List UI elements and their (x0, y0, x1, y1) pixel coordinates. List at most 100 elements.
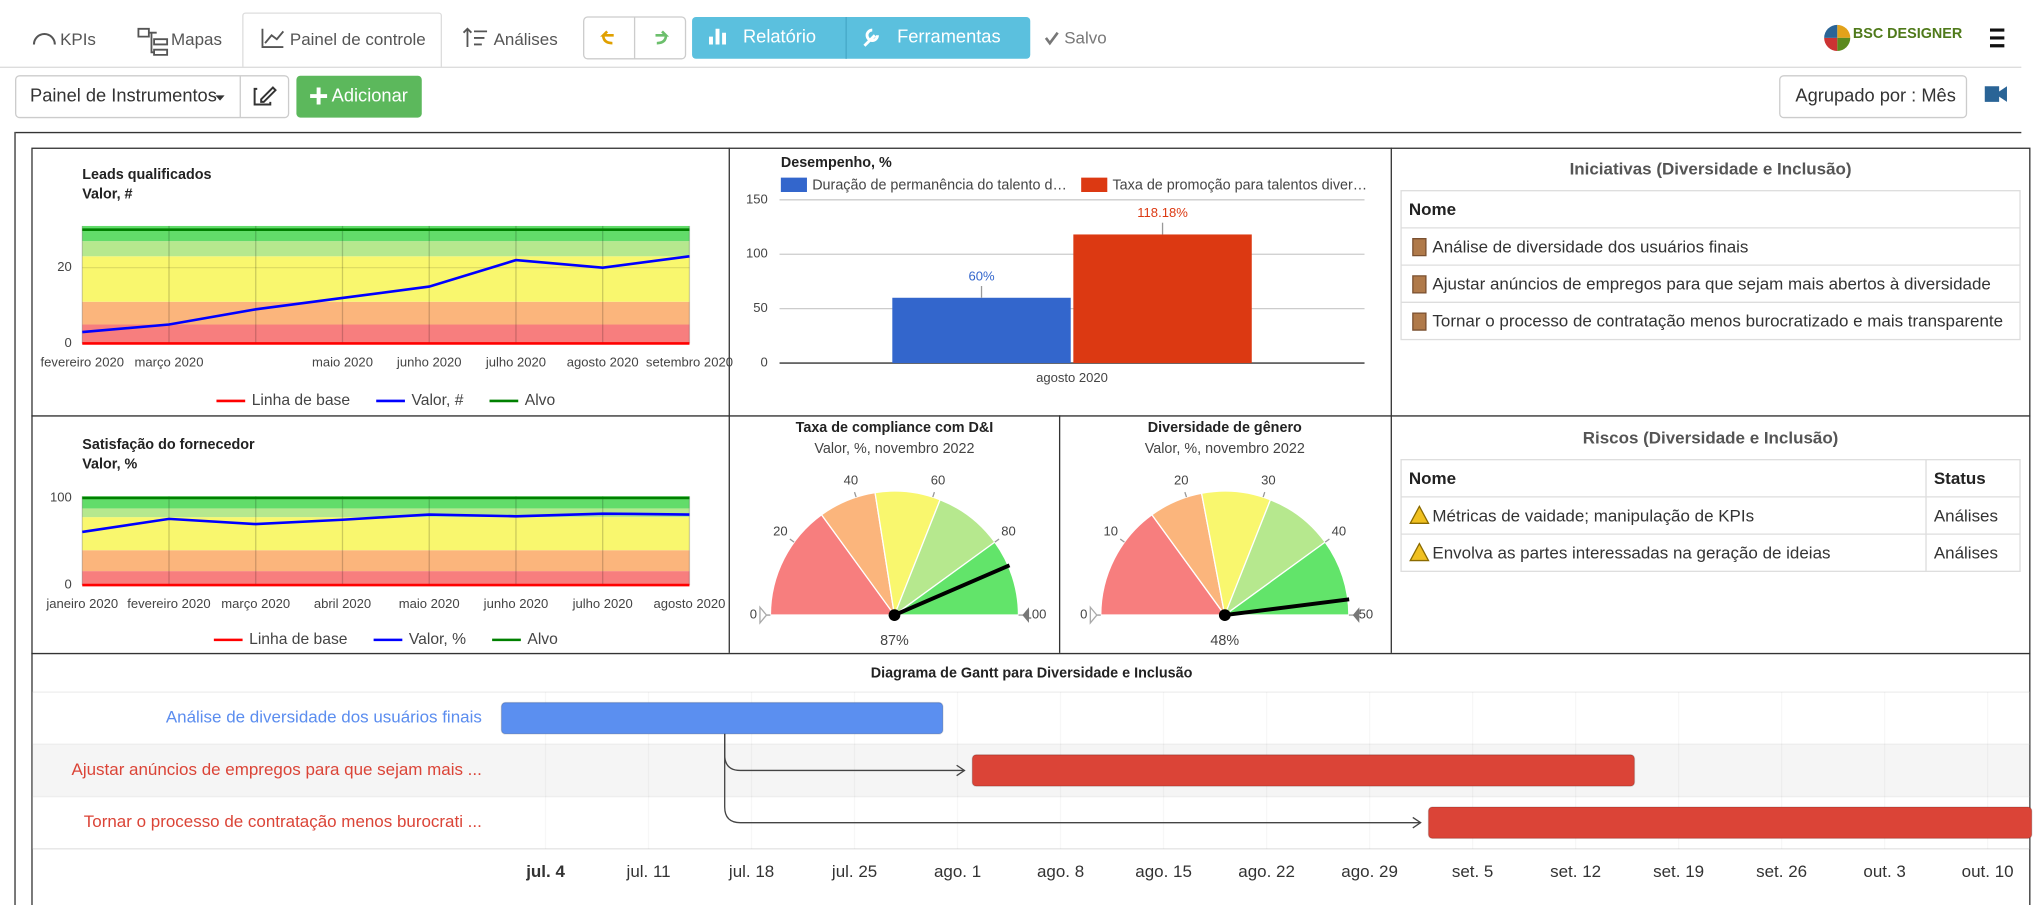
x-tick-label: fevereiro 2020 (41, 355, 124, 370)
table-cell: Análises (1934, 544, 1998, 563)
band (82, 256, 690, 302)
tab-maps[interactable]: Mapas (171, 30, 222, 49)
report-icon (709, 28, 727, 45)
tab-dashboard[interactable]: Painel de controle (290, 30, 426, 49)
tab-kpis[interactable]: KPIs (60, 30, 96, 49)
range-marker (759, 605, 768, 625)
series-line (82, 254, 690, 334)
band (82, 550, 690, 572)
risk-icon (1409, 504, 1430, 524)
chart-title: Diagrama de Gantt para Diversidade e Inc… (871, 666, 1193, 682)
y-tick-label: 50 (753, 300, 768, 315)
table-header: Status (1934, 469, 1986, 488)
chart-subtitle: Valor, %, novembro 2022 (814, 441, 974, 457)
save-status: Salvo (1064, 29, 1106, 48)
table-cell: Análises (1934, 506, 1998, 525)
plus-icon (310, 87, 328, 105)
x-tick-label: ago. 29 (1341, 862, 1398, 881)
chart-title: Diversidade de gênero (1148, 420, 1302, 436)
x-tick-label: junho 2020 (396, 355, 462, 370)
edit-button[interactable] (253, 86, 277, 106)
video-button[interactable] (1984, 86, 2007, 102)
tick-label: 60 (931, 472, 946, 487)
legend-swatch (780, 177, 807, 192)
band (82, 241, 690, 257)
tick-label: 40 (1332, 524, 1347, 539)
bar (1073, 234, 1252, 364)
band (82, 301, 690, 325)
tick-label: 30 (1261, 472, 1276, 487)
y-tick-label: 0 (65, 576, 72, 591)
band (82, 517, 690, 551)
tools-button[interactable]: Ferramentas (897, 26, 1001, 47)
range-marker (1022, 607, 1029, 623)
legend-label: Linha de base (249, 631, 348, 648)
x-tick-label: janeiro 2020 (45, 596, 118, 611)
x-tick-label: agosto 2020 (654, 596, 726, 611)
x-tick-label: fevereiro 2020 (127, 596, 210, 611)
x-tick-label: maio 2020 (312, 355, 373, 370)
initiative-icon (1412, 312, 1427, 331)
table-cell: Envolva as partes interessadas na geraçã… (1432, 544, 1830, 563)
redo-button[interactable] (655, 30, 670, 45)
table-title: Iniciativas (Diversidade e Inclusão) (1570, 159, 1852, 178)
tick-label: 0 (1080, 607, 1087, 622)
table-cell: Ajustar anúncios de empregos para que se… (1432, 275, 1990, 294)
chart-title: Leads qualificados (82, 167, 211, 183)
tick-mark (1324, 538, 1330, 543)
table (1400, 459, 2021, 572)
x-tick-label: agosto 2020 (567, 355, 639, 370)
undo-button[interactable] (600, 30, 614, 45)
table-title: Riscos (Diversidade e Inclusão) (1583, 428, 1839, 447)
legend-swatch (1081, 177, 1108, 192)
tick-mark (789, 538, 795, 543)
group-select[interactable] (1779, 75, 1968, 119)
arrow-head (956, 764, 966, 777)
gauge-band (1100, 513, 1227, 616)
y-tick-label: 150 (746, 191, 768, 206)
legend: Linha de base Valor, % Alvo (213, 631, 558, 648)
needle-hub (1218, 609, 1231, 621)
report-button[interactable]: Relatório (743, 26, 816, 47)
bar (892, 297, 1071, 364)
band (82, 571, 690, 586)
x-tick-label: março 2020 (221, 596, 290, 611)
add-button[interactable] (296, 75, 422, 118)
table-cell: Métricas de vaidade; manipulação de KPIs (1432, 506, 1754, 525)
chart-subtitle: Valor, %, novembro 2022 (1145, 441, 1305, 457)
tick-mark (1119, 538, 1125, 543)
x-tick-label: ago. 22 (1238, 862, 1295, 881)
tick-label: 100 (1025, 607, 1047, 622)
tab-analysis[interactable]: Análises (494, 30, 558, 49)
x-tick-label: ago. 15 (1135, 862, 1192, 881)
needle-hub (888, 609, 901, 621)
logo-text: BSC DESIGNER (1853, 26, 1963, 42)
tick-label: 80 (1001, 524, 1016, 539)
tick-mark (1184, 491, 1188, 498)
y-tick-label: 100 (50, 489, 72, 504)
x-tick-label: jul. 4 (525, 862, 565, 881)
tick-mark (1262, 491, 1266, 498)
x-tick-label: ago. 1 (934, 862, 981, 881)
gantt-bar (1427, 806, 2033, 840)
dashboard-select[interactable] (15, 75, 290, 119)
x-tick-label: set. 19 (1653, 862, 1704, 881)
x-tick-label: ago. 8 (1037, 862, 1084, 881)
y-tick-label: 100 (746, 246, 768, 261)
gauge-band (769, 513, 896, 616)
x-tick-label: out. 10 (1962, 862, 2014, 881)
band (82, 225, 690, 242)
tick-label: 20 (773, 524, 788, 539)
actions: Painel de Instrumentos Adicionar Agrupad… (14, 75, 2022, 905)
y-tick-label: 0 (761, 355, 768, 370)
tick-label: 20 (1174, 472, 1189, 487)
gauge-band (1222, 541, 1350, 616)
group-label: Agrupado por : Mês (1795, 85, 1955, 106)
x-tick-label: jul. 18 (728, 862, 774, 881)
x-tick-label: set. 5 (1452, 862, 1494, 881)
range-marker (1352, 607, 1360, 623)
risk-icon (1409, 542, 1430, 562)
chart-title: Taxa de compliance com D&I (796, 420, 994, 436)
menu-button[interactable] (1989, 28, 2005, 48)
